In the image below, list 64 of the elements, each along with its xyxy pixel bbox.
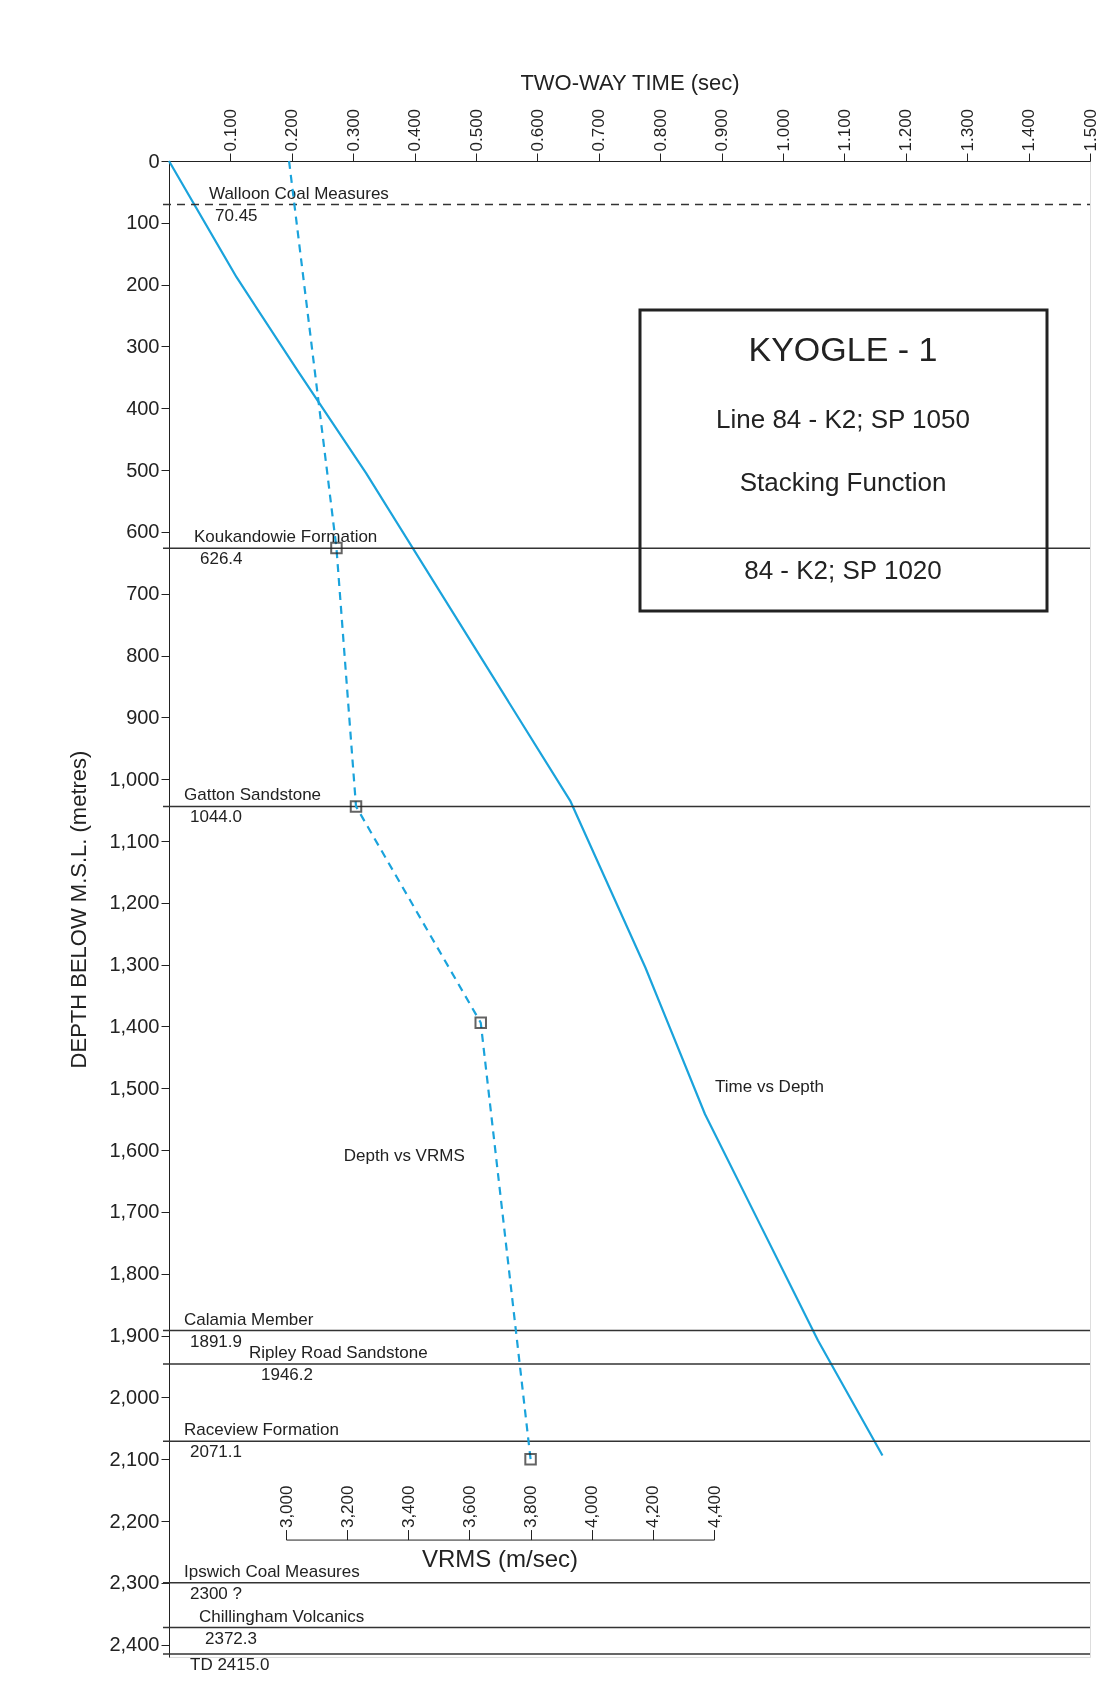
y-tick-label: 500 [126,458,160,481]
y-axis-title: DEPTH BELOW M.S.L. (metres) [66,750,92,1069]
y-tick-label: 700 [126,582,160,605]
x-tick-label: 1.100 [834,108,854,152]
annotation: 84 - K2; SP 1020 [744,555,942,585]
series-label: Time vs Depth [715,1077,824,1097]
y-tick-label: 100 [126,211,160,234]
x-tick-label: 1.400 [1019,108,1039,152]
ref-line-label: Chillingham Volcanics 2372.3 [199,1606,365,1648]
x2-axis-title: VRMS (m/sec) [422,1544,578,1572]
x-tick-label: 1.300 [957,108,977,152]
x-tick-label: 0.500 [466,108,486,152]
x-tick-label: 0.800 [650,108,670,152]
x-tick-label: 0.300 [343,108,363,152]
y-tick-label: 900 [126,705,160,728]
annotation: Line 84 - K2; SP 1050 [716,404,970,434]
x-tick-label: 0.900 [712,108,732,152]
x2-tick-label: 3,400 [398,1485,418,1529]
y-tick-label: 1,300 [109,953,160,976]
x2-tick-label: 3,600 [459,1485,479,1529]
y-tick-label: 800 [126,644,160,667]
ref-line-label: TD 2415.0 [190,1654,270,1674]
ref-line-label: Raceview Formation 2071.1 [184,1420,339,1462]
annotation: Stacking Function [739,467,947,497]
x-axis-title: TWO-WAY TIME (sec) [520,69,740,95]
x2-tick-label: 4,400 [704,1485,724,1529]
series-label: Depth vs VRMS [343,1145,465,1165]
y-tick-label: 0 [148,149,160,172]
y-tick-label: 200 [126,273,160,296]
y-tick-label: 2,200 [109,1509,160,1532]
y-tick-label: 1,900 [109,1324,160,1347]
x-tick-label: 1.500 [1080,108,1100,152]
y-tick-label: 1,800 [109,1262,160,1285]
x2-tick-label: 3,800 [521,1485,541,1529]
y-tick-label: 2,400 [109,1633,160,1656]
x2-tick-label: 3,200 [337,1485,357,1529]
x-tick-label: 1.000 [773,108,793,152]
y-tick-label: 2,000 [109,1385,160,1408]
x2-tick-label: 3,000 [276,1485,296,1529]
y-tick-label: 2,300 [109,1571,160,1594]
x-tick-label: 0.400 [405,108,425,152]
ref-line-label: Koukandowie Formation 626.4 [194,527,378,569]
y-tick-label: 300 [126,334,160,357]
x-tick-label: 0.600 [527,108,547,152]
y-tick-label: 1,600 [109,1138,160,1161]
x2-tick-label: 4,200 [643,1485,663,1529]
x-tick-label: 0.700 [589,108,609,152]
x-tick-label: 0.200 [282,108,302,152]
y-tick-label: 1,500 [109,1076,160,1099]
x2-tick-label: 4,000 [582,1485,602,1529]
ref-line-label: Ipswich Coal Measures 2300 ? [184,1561,360,1603]
y-tick-label: 1,000 [109,767,160,790]
y-tick-label: 1,400 [109,1014,160,1037]
ref-line-label: Gatton Sandstone 1044.0 [184,785,322,827]
text: KYOGLE - 1 [748,330,938,368]
y-tick-label: 400 [126,396,160,419]
ref-line-label: Walloon Coal Measures 70.45 [209,183,389,225]
x-tick-label: 1.200 [896,108,916,152]
y-tick-label: 2,100 [109,1447,160,1470]
y-tick-label: 600 [126,520,160,543]
x-tick-label: 0.100 [220,108,240,152]
y-tick-label: 1,200 [109,891,160,914]
y-tick-label: 1,100 [109,829,160,852]
y-tick-label: 1,700 [109,1200,160,1223]
